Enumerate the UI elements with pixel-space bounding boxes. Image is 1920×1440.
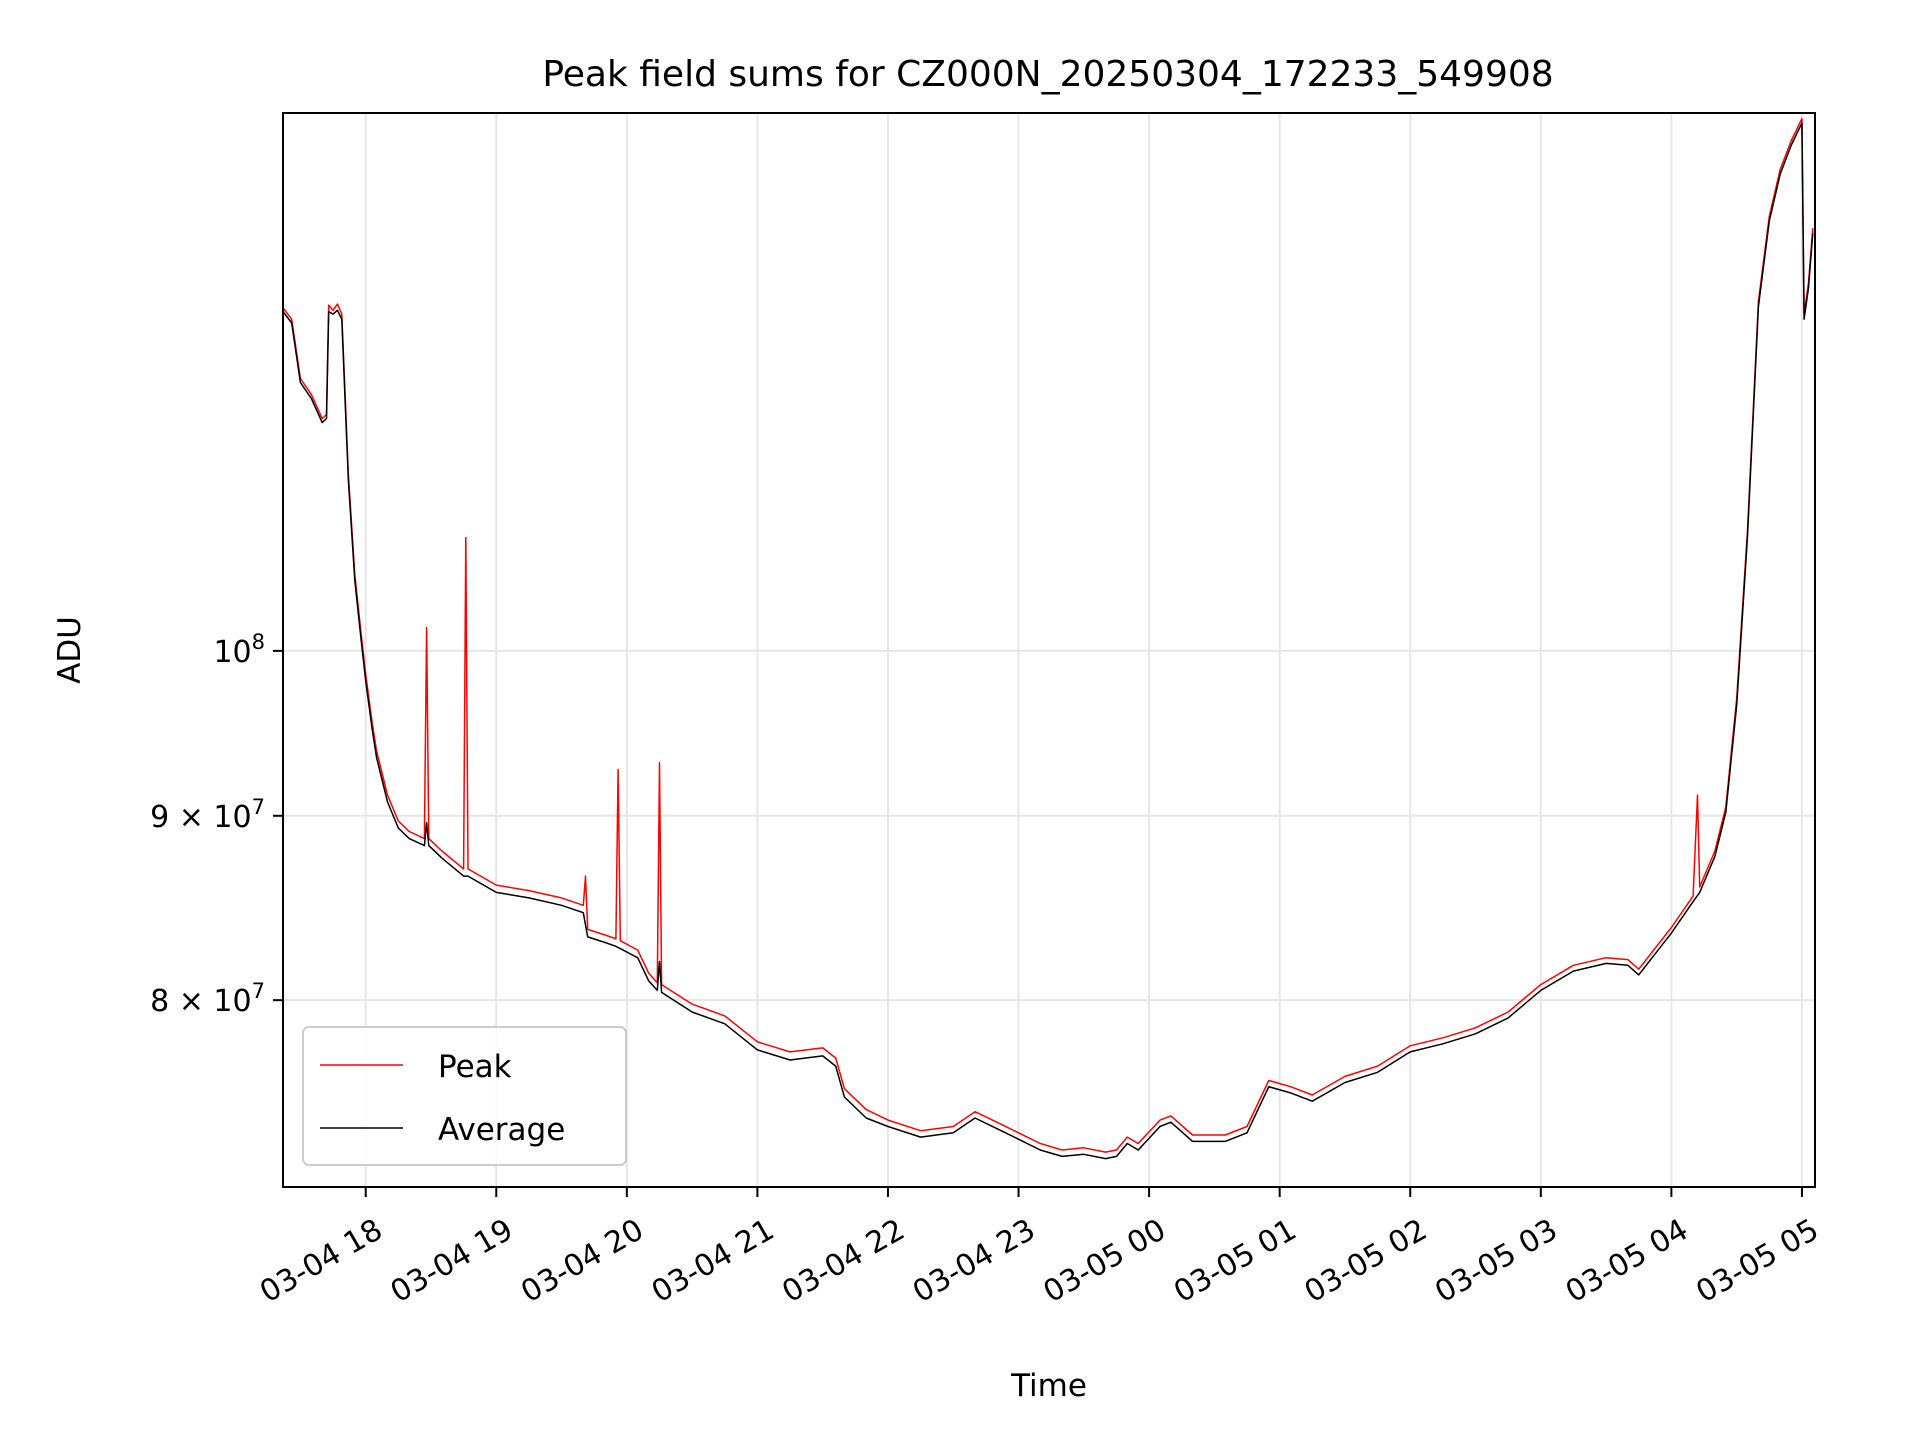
y-axis: 8 × 107 9 × 107 108 — [150, 630, 283, 1019]
legend-label-average: Average — [438, 1112, 565, 1148]
grid-lines — [283, 113, 1815, 1187]
y-tick-label: 108 — [213, 630, 265, 670]
legend-label-peak: Peak — [438, 1049, 512, 1085]
y-tick-label: 8 × 107 — [150, 979, 265, 1019]
chart-title: Peak field sums for CZ000N_20250304_1722… — [542, 54, 1553, 95]
series-lines — [282, 117, 1814, 1160]
series-line-average — [282, 122, 1814, 1160]
legend: Peak Average — [302, 1026, 627, 1166]
series-line-peak — [282, 117, 1814, 1153]
y-tick-label: 9 × 107 — [150, 795, 265, 835]
legend-box — [302, 1026, 627, 1166]
y-axis-label: ADU — [52, 616, 88, 684]
x-axis-label: Time — [1010, 1368, 1087, 1404]
